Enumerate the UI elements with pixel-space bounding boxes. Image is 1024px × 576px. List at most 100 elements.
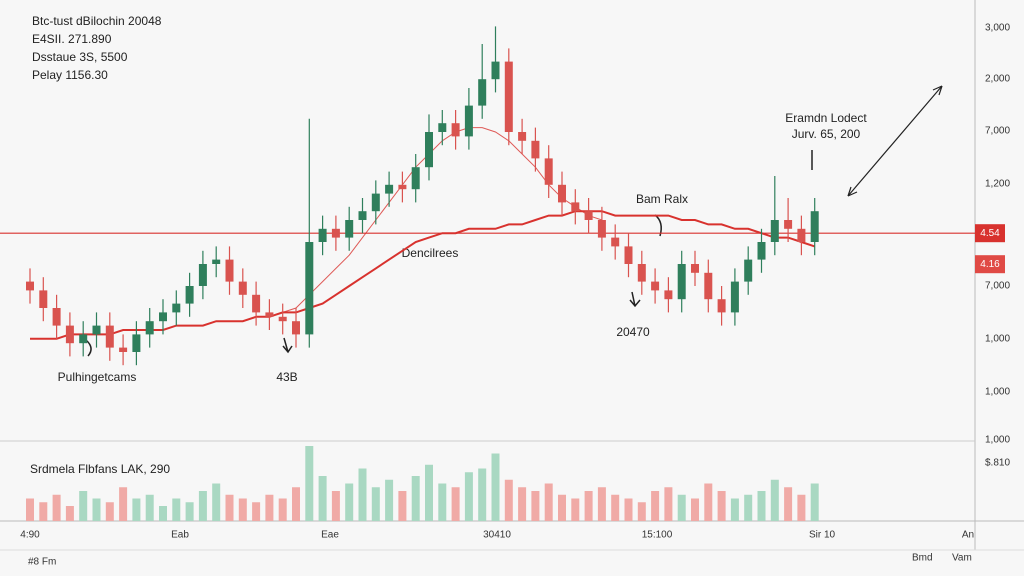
candle-body [717, 299, 726, 313]
candle-body [597, 220, 606, 238]
candle-body [26, 281, 34, 291]
candle-body [371, 193, 380, 212]
candle-body [265, 312, 274, 317]
candle-body [438, 123, 447, 132]
volume-bar [810, 483, 819, 521]
volume-bar [358, 468, 367, 521]
annotation: Pulhingetcams [58, 370, 137, 384]
candle-body [92, 325, 101, 335]
volume-bar [52, 494, 61, 521]
footer-right: Vam [952, 553, 972, 564]
annotation-pointer [85, 339, 92, 357]
candle-body [238, 281, 247, 295]
volume-bar [105, 502, 114, 521]
volume-bar [637, 502, 646, 521]
y-axis-label: 1,200 [985, 179, 1010, 190]
volume-bar [345, 483, 354, 521]
candle-body [385, 184, 394, 194]
volume-bar [132, 498, 141, 521]
candle-body [318, 228, 327, 242]
candle-body [52, 308, 61, 326]
volume-bar [398, 491, 407, 521]
volume-axis-label: $.810 [985, 458, 1010, 469]
header-line: Pelay 1156.30 [32, 68, 108, 82]
candle-body [358, 211, 367, 220]
annotation: Jurv. 65, 200 [792, 127, 861, 141]
candle-body [225, 259, 234, 282]
volume-bar [252, 502, 261, 521]
header-line: Btc-tust dBilochin 20048 [32, 14, 162, 28]
volume-bar [92, 498, 101, 521]
volume-bar [39, 502, 48, 521]
volume-bar [331, 491, 340, 521]
volume-bar [757, 491, 766, 521]
price-tag [975, 224, 1005, 243]
candle-body [491, 61, 500, 80]
candle-body [504, 61, 513, 132]
price-tag-label: 4.16 [980, 259, 1000, 270]
volume-bar [265, 494, 274, 521]
volume-bar [691, 498, 699, 521]
candle-body [79, 334, 88, 344]
candle-body [664, 290, 673, 300]
candle-body [810, 211, 819, 242]
candle-body [212, 259, 221, 264]
candle-body [145, 321, 154, 335]
y-axis-label: 1,000 [985, 435, 1010, 446]
annotation-pointer [282, 337, 293, 354]
y-axis-label: 2,000 [985, 74, 1010, 85]
volume-bar [26, 498, 34, 521]
volume-bar [385, 479, 394, 521]
volume-bar [159, 506, 167, 521]
volume-bar [451, 487, 460, 521]
candle-body [558, 184, 566, 203]
volume-bar [571, 498, 580, 521]
candle-body [292, 321, 300, 335]
volume-bar [212, 483, 221, 521]
candle-body [345, 220, 354, 238]
moving-average [30, 210, 816, 340]
x-axis-label: An [962, 530, 974, 541]
volume-bar [704, 483, 713, 521]
candle-body [757, 242, 766, 260]
candle-body [159, 312, 167, 322]
volume-bar [677, 494, 686, 521]
candle-body [105, 325, 114, 348]
candle-body [518, 132, 527, 141]
volume-bar [518, 487, 527, 521]
candle-body [531, 140, 540, 159]
candle-body [39, 290, 48, 308]
candle-body [651, 281, 660, 291]
y-axis-label: 1,000 [985, 387, 1010, 398]
candle-body [611, 237, 620, 247]
footer-right: Bmd [912, 553, 933, 564]
volume-bar [305, 446, 314, 521]
candle-body [784, 220, 793, 229]
candle-body [411, 167, 420, 190]
candle-body [770, 220, 779, 242]
volume-bar [544, 483, 553, 521]
candle-body [119, 347, 128, 352]
moving-average [242, 127, 603, 322]
volume-bar [185, 502, 194, 521]
y-axis-label: 7,000 [985, 281, 1010, 292]
volume-bar [597, 487, 606, 521]
candle-body [451, 123, 460, 137]
candle-body [704, 272, 713, 300]
y-axis-label: 3,000 [985, 23, 1010, 34]
candle-body [730, 281, 739, 313]
x-axis-label: 15:100 [642, 530, 673, 541]
volume-title: Srdmela Flbfans LAK, 290 [30, 462, 170, 476]
candle-body [691, 264, 699, 273]
volume-bar [491, 453, 500, 521]
candle-body [584, 211, 593, 220]
volume-bar [664, 487, 673, 521]
volume-bar [425, 464, 433, 521]
header-line: Dsstaue 3S, 5500 [32, 50, 128, 64]
volume-bar [172, 498, 181, 521]
volume-bar [65, 506, 74, 521]
candle-body [172, 303, 181, 313]
candle-body [398, 184, 407, 190]
volume-bar [730, 498, 739, 521]
